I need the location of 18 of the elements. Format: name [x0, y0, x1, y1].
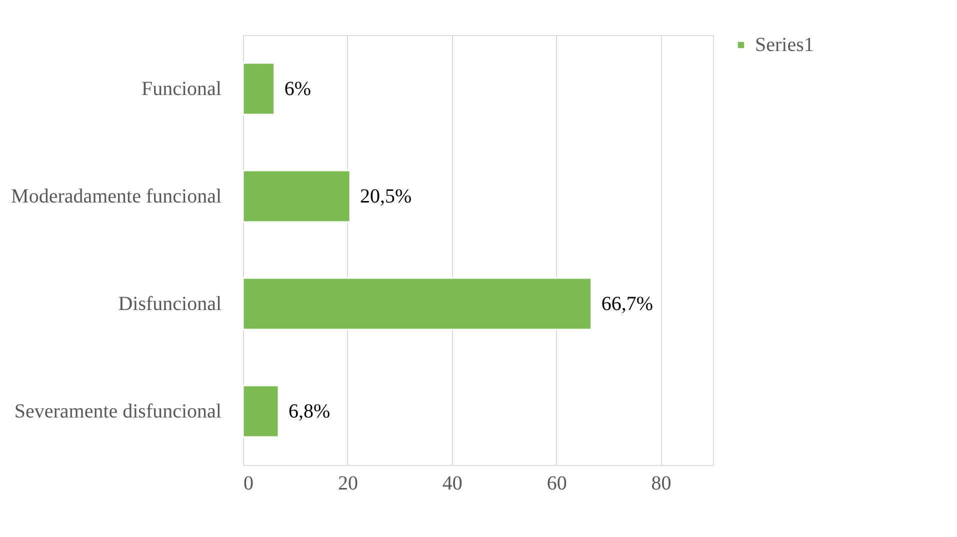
bar	[242, 62, 276, 116]
legend-label: Series1	[755, 34, 814, 56]
data-label: 6%	[284, 78, 312, 100]
data-label: 20,5%	[360, 185, 412, 208]
data-label: 6,8%	[288, 400, 330, 422]
y-tick-label: Funcional	[142, 78, 222, 100]
bar	[242, 277, 592, 330]
x-tick-label: 20	[338, 472, 358, 494]
x-tick-label: 40	[442, 472, 462, 494]
x-tick-label: 80	[651, 472, 672, 494]
bar	[242, 384, 280, 438]
data-label: 66,7%	[601, 292, 653, 315]
y-tick-label: Moderadamente funcional	[11, 185, 222, 208]
x-tick-label: 60	[546, 472, 567, 494]
bar	[242, 170, 351, 223]
y-tick-label: Disfuncional	[118, 292, 222, 315]
y-tick-label: Severamente disfuncional	[14, 400, 222, 422]
x-tick-label: 0	[244, 472, 254, 494]
